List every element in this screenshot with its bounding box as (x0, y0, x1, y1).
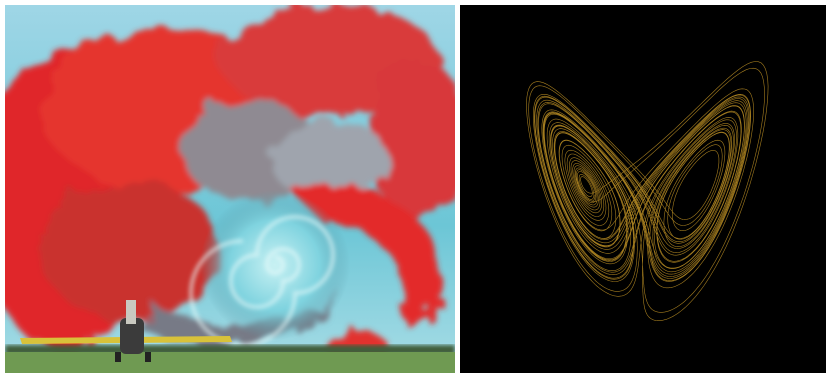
attractor-curve (526, 61, 769, 321)
vortex-photo (5, 5, 455, 373)
airplane (20, 300, 232, 362)
lorenz-attractor (526, 61, 769, 321)
